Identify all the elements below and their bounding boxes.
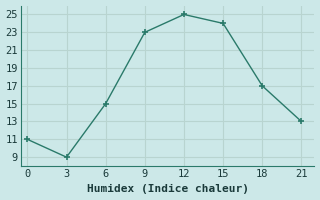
X-axis label: Humidex (Indice chaleur): Humidex (Indice chaleur)	[87, 184, 249, 194]
